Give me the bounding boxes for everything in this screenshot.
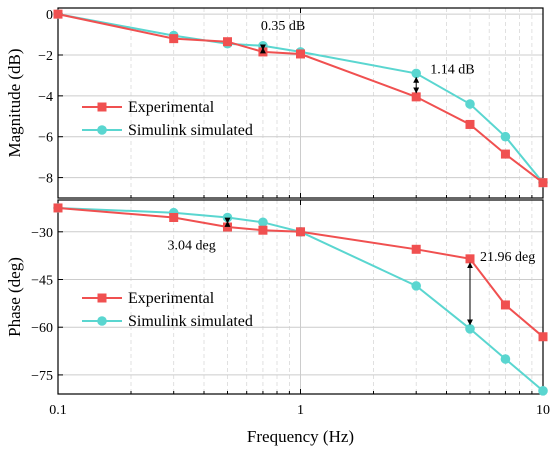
annotation: 1.14 dB <box>413 62 475 94</box>
data-point-circle <box>411 281 422 291</box>
x-tick-label: 1 <box>297 403 304 418</box>
data-point-square <box>465 119 475 129</box>
data-point-square <box>223 37 233 47</box>
legend-item: Simulink simulated <box>82 122 253 139</box>
y-tick-label: −30 <box>31 226 53 241</box>
y-tick-label: −60 <box>31 321 53 336</box>
legend: Experimental Simulink simulated <box>82 290 253 330</box>
data-point-circle <box>500 354 511 364</box>
legend-marker-circle <box>97 125 107 135</box>
y-tick-label: −8 <box>38 172 53 187</box>
legend-label: Simulink simulated <box>128 122 253 139</box>
annotation-label: 1.14 dB <box>430 62 474 77</box>
x-axis-title: Frequency (Hz) <box>247 427 354 446</box>
annotation: 3.04 deg <box>168 217 231 253</box>
data-point-square <box>53 9 63 19</box>
data-point-circle <box>258 217 268 228</box>
data-point-circle <box>222 212 233 223</box>
data-point-square <box>411 244 421 254</box>
data-point-square <box>465 254 475 264</box>
data-point-square <box>538 178 548 188</box>
data-point-circle <box>465 324 475 334</box>
legend-label: Simulink simulated <box>128 313 253 330</box>
legend-label: Experimental <box>128 99 215 116</box>
y-tick-label: −4 <box>38 90 53 105</box>
data-point-circle <box>465 99 475 109</box>
annotation-label: 3.04 deg <box>168 238 216 253</box>
data-point-square <box>53 203 63 213</box>
legend-marker-square <box>97 102 107 112</box>
phase-panel: −30 −45 −60 −75 0.1 1 10 Phase (deg) 3.04 deg 21.… <box>5 199 550 418</box>
data-point-square <box>296 49 305 59</box>
legend-item: Experimental <box>82 99 215 116</box>
legend-label: Experimental <box>128 290 215 307</box>
data-point-square <box>538 332 548 342</box>
data-point-circle <box>538 386 548 396</box>
y-tick-label: −45 <box>31 274 53 289</box>
series-experimental <box>53 203 548 342</box>
data-point-square <box>169 212 179 222</box>
magnitude-panel: 0 −2 −4 −6 −8 Magnitude (dB) 0.35 dB 1.14 dB Exp… <box>5 7 548 199</box>
annotation: 21.96 deg <box>467 250 535 326</box>
y-axis-title: Magnitude (dB) <box>5 48 24 157</box>
annotation-label: 21.96 deg <box>480 250 535 265</box>
data-point-square <box>500 300 510 310</box>
data-point-circle <box>411 68 422 79</box>
y-tick-label: −75 <box>31 369 53 384</box>
legend: Experimental Simulink simulated <box>82 99 253 139</box>
legend-marker-circle <box>97 316 107 326</box>
data-point-square <box>223 222 233 232</box>
x-tick-label: 10 <box>536 403 550 418</box>
data-point-circle <box>500 131 511 142</box>
y-tick-label: −6 <box>38 131 53 146</box>
annotation: 0.35 dB <box>259 19 305 54</box>
grid <box>57 8 543 198</box>
data-point-square <box>411 92 421 102</box>
y-tick-label: −2 <box>38 49 53 64</box>
data-point-square <box>169 34 179 44</box>
y-axis-title: Phase (deg) <box>5 257 24 337</box>
y-tick-label: 0 <box>46 8 53 23</box>
legend-marker-square <box>97 293 107 303</box>
data-point-square <box>296 227 305 237</box>
data-point-square <box>500 149 510 159</box>
legend-item: Simulink simulated <box>82 313 253 330</box>
annotation-label: 0.35 dB <box>261 19 305 34</box>
x-tick-label: 0.1 <box>49 403 67 418</box>
data-point-square <box>258 225 268 235</box>
legend-item: Experimental <box>82 290 215 307</box>
